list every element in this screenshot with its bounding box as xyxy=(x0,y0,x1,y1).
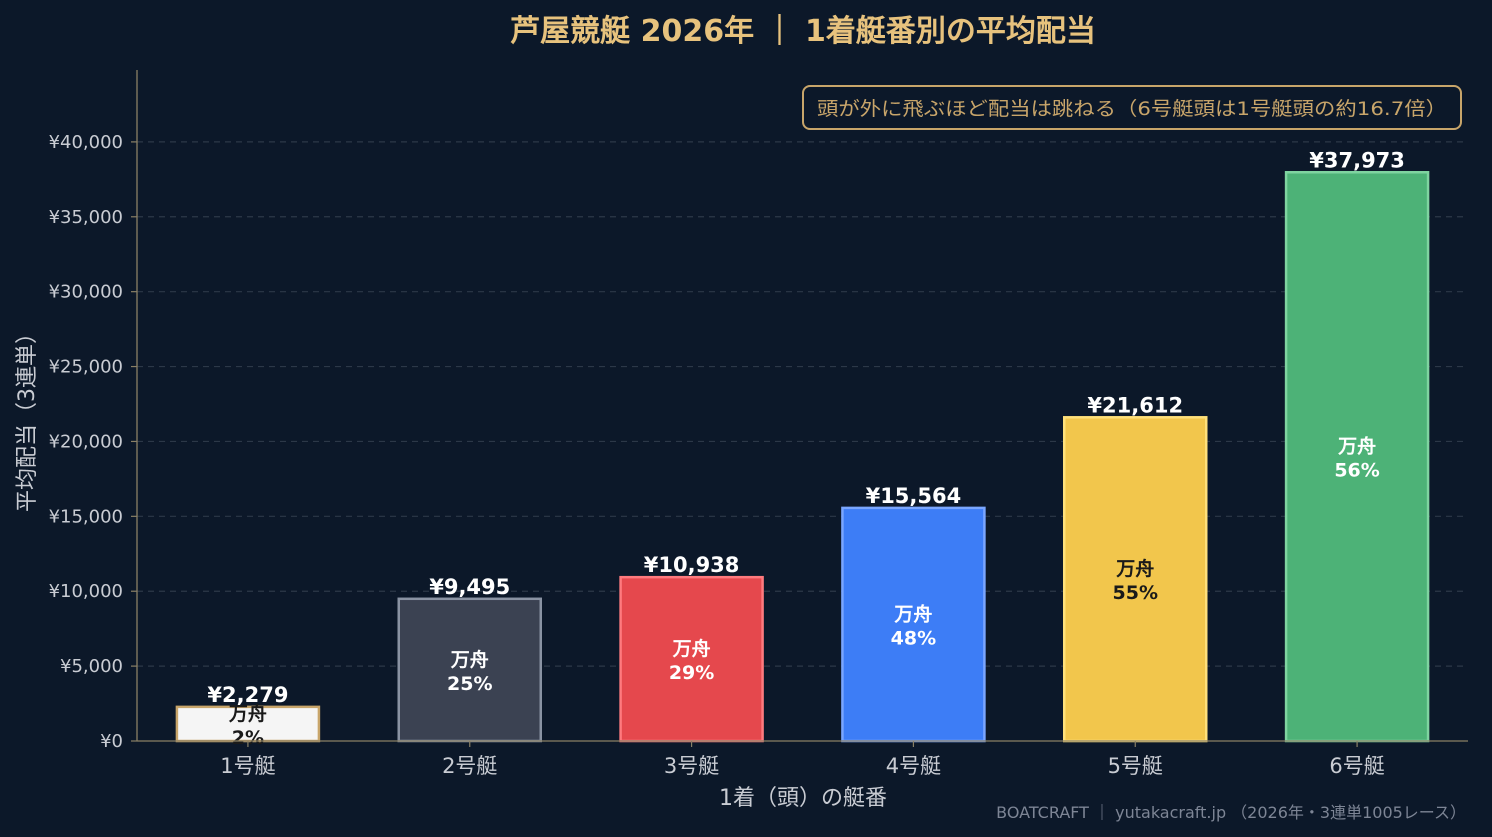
x-axis-label: 1着（頭）の艇番 xyxy=(719,786,887,811)
bar-4 xyxy=(841,506,986,743)
x-tick-label: 2号艇 xyxy=(442,754,497,778)
x-tick-label: 1号艇 xyxy=(220,754,275,778)
footer-credit: BOATCRAFT ｜ yutakacraft.jp （2026年・3連単100… xyxy=(996,803,1466,822)
x-tick-label: 4号艇 xyxy=(886,754,941,778)
bar-manshu-label: 万舟 xyxy=(1115,557,1154,580)
bar-manshu-label: 万舟 xyxy=(893,602,932,625)
bar-5 xyxy=(1063,416,1208,743)
x-tick-label: 6号艇 xyxy=(1329,754,1384,778)
y-tick-label: ¥35,000 xyxy=(49,207,123,228)
bar-value-label: ¥2,279 xyxy=(207,683,288,707)
bar-value-label: ¥15,564 xyxy=(866,484,962,508)
bar-value-label: ¥37,973 xyxy=(1309,148,1405,172)
x-tick-label: 3号艇 xyxy=(664,754,719,778)
bar-manshu-percent: 25% xyxy=(447,673,492,695)
bar-labels: ¥2,279万舟2%¥9,495万舟25%¥10,938万舟29%¥15,564… xyxy=(207,148,1405,749)
bar-manshu-percent: 2% xyxy=(232,727,264,749)
y-axis-label: 平均配当（3連単） xyxy=(15,322,40,512)
bar-manshu-percent: 55% xyxy=(1113,582,1158,604)
bar-1 xyxy=(175,705,321,743)
bar-manshu-label: 万舟 xyxy=(672,637,711,660)
y-tick-label: ¥30,000 xyxy=(49,282,123,303)
y-tick-label: ¥5,000 xyxy=(60,656,123,677)
grid-lines xyxy=(137,141,1468,667)
annotation-box xyxy=(802,85,1462,130)
annotation-text: 頭が外に飛ぶほど配当は跳ねる（6号艇頭は1号艇頭の約16.7倍） xyxy=(817,98,1447,120)
bar-value-label: ¥21,612 xyxy=(1087,393,1183,417)
y-tick-label: ¥40,000 xyxy=(49,132,123,153)
bar-value-label: ¥10,938 xyxy=(644,553,740,577)
bar-manshu-label: 万舟 xyxy=(228,702,267,725)
x-axis-ticks: 1号艇 2号艇 3号艇 4号艇 5号艇 6号艇 xyxy=(220,741,1385,778)
bar-manshu-label: 万舟 xyxy=(1337,435,1376,458)
bar-3 xyxy=(619,575,764,743)
bar-manshu-percent: 29% xyxy=(669,662,714,684)
y-tick-label: ¥10,000 xyxy=(49,581,123,602)
bar-6 xyxy=(1284,171,1430,743)
y-tick-label: ¥0 xyxy=(100,731,123,752)
y-tick-label: ¥25,000 xyxy=(49,357,123,378)
bar-manshu-percent: 48% xyxy=(891,627,936,649)
bar-manshu-percent: 56% xyxy=(1334,460,1379,482)
x-tick-label: 5号艇 xyxy=(1108,754,1163,778)
y-axis-ticks: ¥0 ¥5,000 ¥10,000 ¥15,000 ¥20,000 ¥25,000 ¥30,… xyxy=(49,132,137,752)
bars xyxy=(175,171,1430,743)
chart-title: 芦屋競艇 2026年 ｜ 1着艇番別の平均配当 xyxy=(510,14,1096,49)
y-tick-label: ¥15,000 xyxy=(49,506,123,527)
bar-value-label: ¥9,495 xyxy=(429,575,510,599)
y-tick-label: ¥20,000 xyxy=(49,431,123,452)
bar-manshu-label: 万舟 xyxy=(450,648,489,671)
